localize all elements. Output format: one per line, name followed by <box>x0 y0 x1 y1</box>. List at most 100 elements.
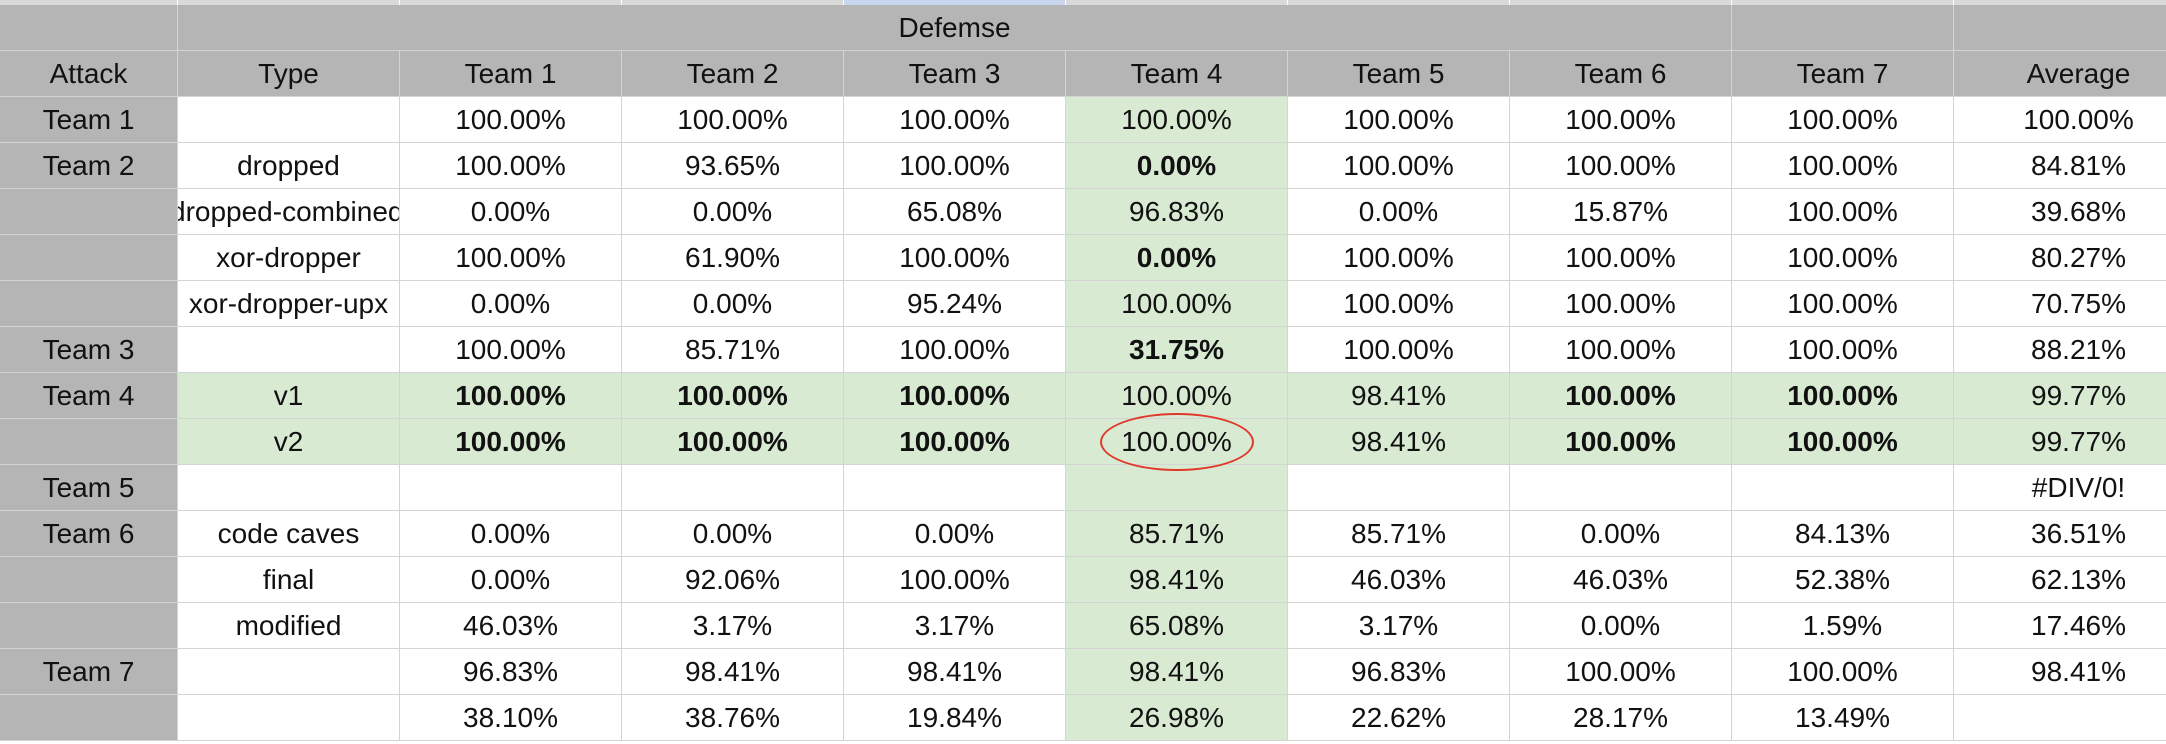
result-cell[interactable]: 28.17% <box>1510 695 1732 741</box>
result-cell[interactable]: 96.83% <box>400 649 622 695</box>
type-cell[interactable]: v1 <box>178 373 400 419</box>
defense-team-header[interactable]: Team 4 <box>1066 51 1288 97</box>
result-cell[interactable]: 100.00% <box>1510 373 1732 419</box>
type-cell[interactable]: final <box>178 557 400 603</box>
result-cell[interactable]: 0.00% <box>622 189 844 235</box>
type-cell[interactable]: v2 <box>178 419 400 465</box>
attack-team-cell[interactable] <box>0 419 178 465</box>
result-cell[interactable]: 100.00% <box>844 235 1066 281</box>
result-cell[interactable]: 46.03% <box>400 603 622 649</box>
type-cell[interactable]: xor-dropper-upx <box>178 281 400 327</box>
attack-team-cell[interactable]: Team 6 <box>0 511 178 557</box>
result-cell[interactable]: 100.00% <box>1732 419 1954 465</box>
type-cell[interactable] <box>178 695 400 741</box>
defense-group-header[interactable]: Defemse <box>178 5 1732 51</box>
result-cell[interactable]: 31.75% <box>1066 327 1288 373</box>
column-header-stub[interactable] <box>622 0 843 5</box>
result-cell[interactable]: 100.00% <box>1732 649 1954 695</box>
result-cell[interactable]: 100.00% <box>1288 97 1510 143</box>
result-cell[interactable] <box>844 465 1066 511</box>
average-cell[interactable]: 36.51% <box>1954 511 2166 557</box>
average-cell[interactable]: 70.75% <box>1954 281 2166 327</box>
result-cell[interactable]: 46.03% <box>1288 557 1510 603</box>
average-cell[interactable]: 100.00% <box>1954 97 2166 143</box>
result-cell[interactable]: 100.00% <box>400 143 622 189</box>
result-cell[interactable]: 100.00% <box>844 557 1066 603</box>
result-cell[interactable]: 100.00% <box>1066 373 1288 419</box>
result-cell[interactable] <box>622 465 844 511</box>
result-cell[interactable]: 100.00% <box>1732 327 1954 373</box>
result-cell[interactable]: 100.00% <box>1066 281 1288 327</box>
result-cell[interactable]: 0.00% <box>1510 511 1732 557</box>
result-cell[interactable]: 98.41% <box>1288 373 1510 419</box>
column-header-stub[interactable] <box>1954 0 2166 5</box>
average-cell[interactable]: 62.13% <box>1954 557 2166 603</box>
result-cell[interactable]: 85.71% <box>1066 511 1288 557</box>
attack-team-cell[interactable]: Team 5 <box>0 465 178 511</box>
result-cell[interactable]: 100.00% <box>844 97 1066 143</box>
result-cell[interactable]: 100.00% <box>400 97 622 143</box>
result-cell[interactable]: 95.24% <box>844 281 1066 327</box>
defense-team-header[interactable]: Team 3 <box>844 51 1066 97</box>
attack-team-cell[interactable] <box>0 695 178 741</box>
result-cell[interactable] <box>400 465 622 511</box>
type-cell[interactable] <box>178 97 400 143</box>
attack-team-cell[interactable]: Team 1 <box>0 97 178 143</box>
attack-column-header[interactable]: Attack <box>0 51 178 97</box>
average-cell[interactable]: 39.68% <box>1954 189 2166 235</box>
average-column-header[interactable]: Average <box>1954 51 2166 97</box>
result-cell[interactable]: 19.84% <box>844 695 1066 741</box>
result-cell[interactable]: 100.00% <box>844 419 1066 465</box>
result-cell[interactable]: 0.00% <box>1066 235 1288 281</box>
result-cell[interactable]: 0.00% <box>844 511 1066 557</box>
average-cell[interactable]: #DIV/0! <box>1954 465 2166 511</box>
attack-team-cell[interactable] <box>0 235 178 281</box>
result-cell[interactable]: 100.00% <box>1288 281 1510 327</box>
attack-team-cell[interactable] <box>0 281 178 327</box>
result-cell[interactable]: 0.00% <box>400 511 622 557</box>
average-cell[interactable] <box>1954 695 2166 741</box>
result-cell[interactable]: 0.00% <box>1288 189 1510 235</box>
result-cell[interactable]: 13.49% <box>1732 695 1954 741</box>
result-cell[interactable]: 100.00% <box>1066 419 1288 465</box>
result-cell[interactable]: 15.87% <box>1510 189 1732 235</box>
result-cell[interactable]: 52.38% <box>1732 557 1954 603</box>
type-cell[interactable] <box>178 465 400 511</box>
result-cell[interactable]: 85.71% <box>622 327 844 373</box>
result-cell[interactable]: 100.00% <box>1732 97 1954 143</box>
result-cell[interactable]: 100.00% <box>622 373 844 419</box>
result-cell[interactable]: 0.00% <box>400 189 622 235</box>
attack-team-cell[interactable]: Team 3 <box>0 327 178 373</box>
result-cell[interactable]: 100.00% <box>1510 97 1732 143</box>
result-cell[interactable]: 0.00% <box>400 557 622 603</box>
attack-team-cell[interactable] <box>0 557 178 603</box>
result-cell[interactable]: 0.00% <box>622 511 844 557</box>
type-cell[interactable]: xor-dropper <box>178 235 400 281</box>
result-cell[interactable]: 100.00% <box>1288 143 1510 189</box>
column-header-stub[interactable] <box>1288 0 1509 5</box>
header-blank-cell[interactable] <box>0 5 178 51</box>
type-cell[interactable]: code caves <box>178 511 400 557</box>
result-cell[interactable]: 100.00% <box>844 373 1066 419</box>
attack-team-cell[interactable] <box>0 189 178 235</box>
average-cell[interactable]: 99.77% <box>1954 419 2166 465</box>
result-cell[interactable]: 100.00% <box>622 419 844 465</box>
result-cell[interactable] <box>1510 465 1732 511</box>
column-header-stub[interactable] <box>1510 0 1731 5</box>
result-cell[interactable]: 22.62% <box>1288 695 1510 741</box>
average-cell[interactable]: 98.41% <box>1954 649 2166 695</box>
result-cell[interactable]: 38.76% <box>622 695 844 741</box>
result-cell[interactable]: 3.17% <box>844 603 1066 649</box>
result-cell[interactable]: 93.65% <box>622 143 844 189</box>
result-cell[interactable]: 0.00% <box>400 281 622 327</box>
result-cell[interactable] <box>1066 465 1288 511</box>
attack-team-cell[interactable]: Team 7 <box>0 649 178 695</box>
result-cell[interactable]: 96.83% <box>1066 189 1288 235</box>
result-cell[interactable]: 1.59% <box>1732 603 1954 649</box>
result-cell[interactable]: 100.00% <box>400 235 622 281</box>
type-cell[interactable]: dropped-combined <box>178 189 400 235</box>
result-cell[interactable]: 100.00% <box>1510 649 1732 695</box>
result-cell[interactable] <box>1732 465 1954 511</box>
average-cell[interactable]: 84.81% <box>1954 143 2166 189</box>
result-cell[interactable]: 100.00% <box>1732 189 1954 235</box>
